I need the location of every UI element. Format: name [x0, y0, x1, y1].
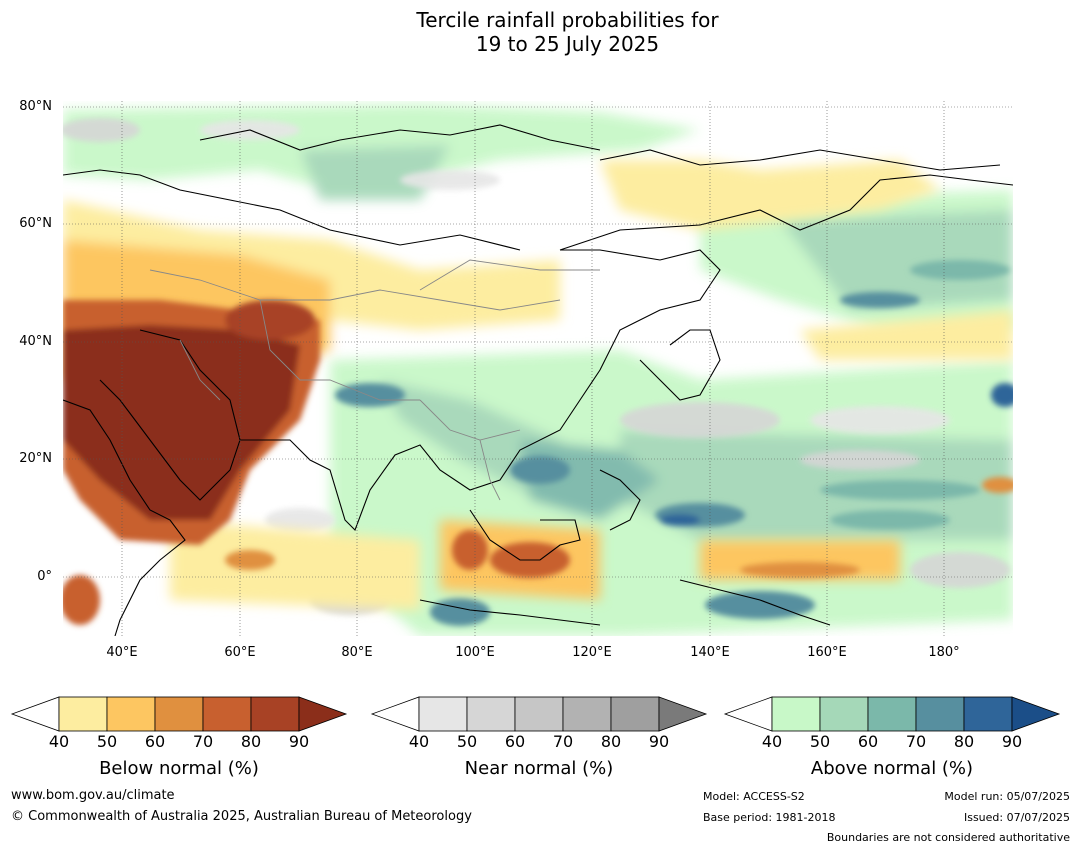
lat-label-80n: 80°N: [19, 99, 52, 114]
map-title: Tercile rainfall probabilities for 19 to…: [0, 8, 1081, 56]
lat-label-0: 0°: [37, 569, 52, 584]
tick-label: 90: [288, 732, 310, 751]
colorbar-near-label: Near normal (%): [464, 758, 614, 779]
lon-label-80e: 80°E: [341, 645, 373, 660]
tick-label: 60: [144, 732, 166, 751]
tick-label: 40: [761, 732, 783, 751]
footer-boundaries: Boundaries are not considered authoritat…: [826, 831, 1070, 844]
colorbar-below-label: Below normal (%): [99, 758, 259, 779]
footer-model-run: Model run: 05/07/2025: [944, 790, 1070, 803]
lon-label-160e: 160°E: [807, 645, 847, 660]
lat-label-60n: 60°N: [19, 216, 52, 231]
tick-label: 40: [408, 732, 430, 751]
footer-url: www.bom.gov.au/climate: [11, 788, 175, 803]
tick-label: 70: [552, 732, 574, 751]
title-line-1: Tercile rainfall probabilities for: [416, 8, 719, 32]
lon-label-140e: 140°E: [690, 645, 730, 660]
footer-base-period: Base period: 1981-2018: [703, 811, 836, 824]
tick-label: 90: [648, 732, 670, 751]
colorbar-above-normal: [723, 696, 1061, 732]
tick-label: 50: [456, 732, 478, 751]
tick-label: 80: [600, 732, 622, 751]
tick-label: 50: [809, 732, 831, 751]
footer-model: Model: ACCESS-S2: [703, 790, 805, 803]
lon-label-100e: 100°E: [455, 645, 495, 660]
tick-label: 40: [48, 732, 70, 751]
tick-label: 50: [96, 732, 118, 751]
tick-label: 80: [240, 732, 262, 751]
footer-issued: Issued: 07/07/2025: [963, 811, 1070, 824]
lon-label-40e: 40°E: [106, 645, 138, 660]
country-borders: [149, 259, 600, 501]
tick-label: 60: [857, 732, 879, 751]
lat-label-40n: 40°N: [19, 334, 52, 349]
colorbar-below-normal: [10, 696, 348, 732]
lon-label-120e: 120°E: [572, 645, 612, 660]
tick-label: 80: [953, 732, 975, 751]
lon-label-60e: 60°E: [224, 645, 256, 660]
lon-label-180: 180°: [928, 645, 960, 660]
tick-label: 70: [905, 732, 927, 751]
title-line-2: 19 to 25 July 2025: [475, 32, 660, 56]
tick-label: 90: [1001, 732, 1023, 751]
lat-label-20n: 20°N: [19, 451, 52, 466]
tick-label: 60: [504, 732, 526, 751]
colorbar-above-label: Above normal (%): [810, 758, 974, 779]
footer-copyright: © Commonwealth of Australia 2025, Austra…: [11, 809, 472, 824]
graticule: [63, 101, 1013, 636]
tick-label: 70: [192, 732, 214, 751]
colorbar-near-normal: [370, 696, 708, 732]
